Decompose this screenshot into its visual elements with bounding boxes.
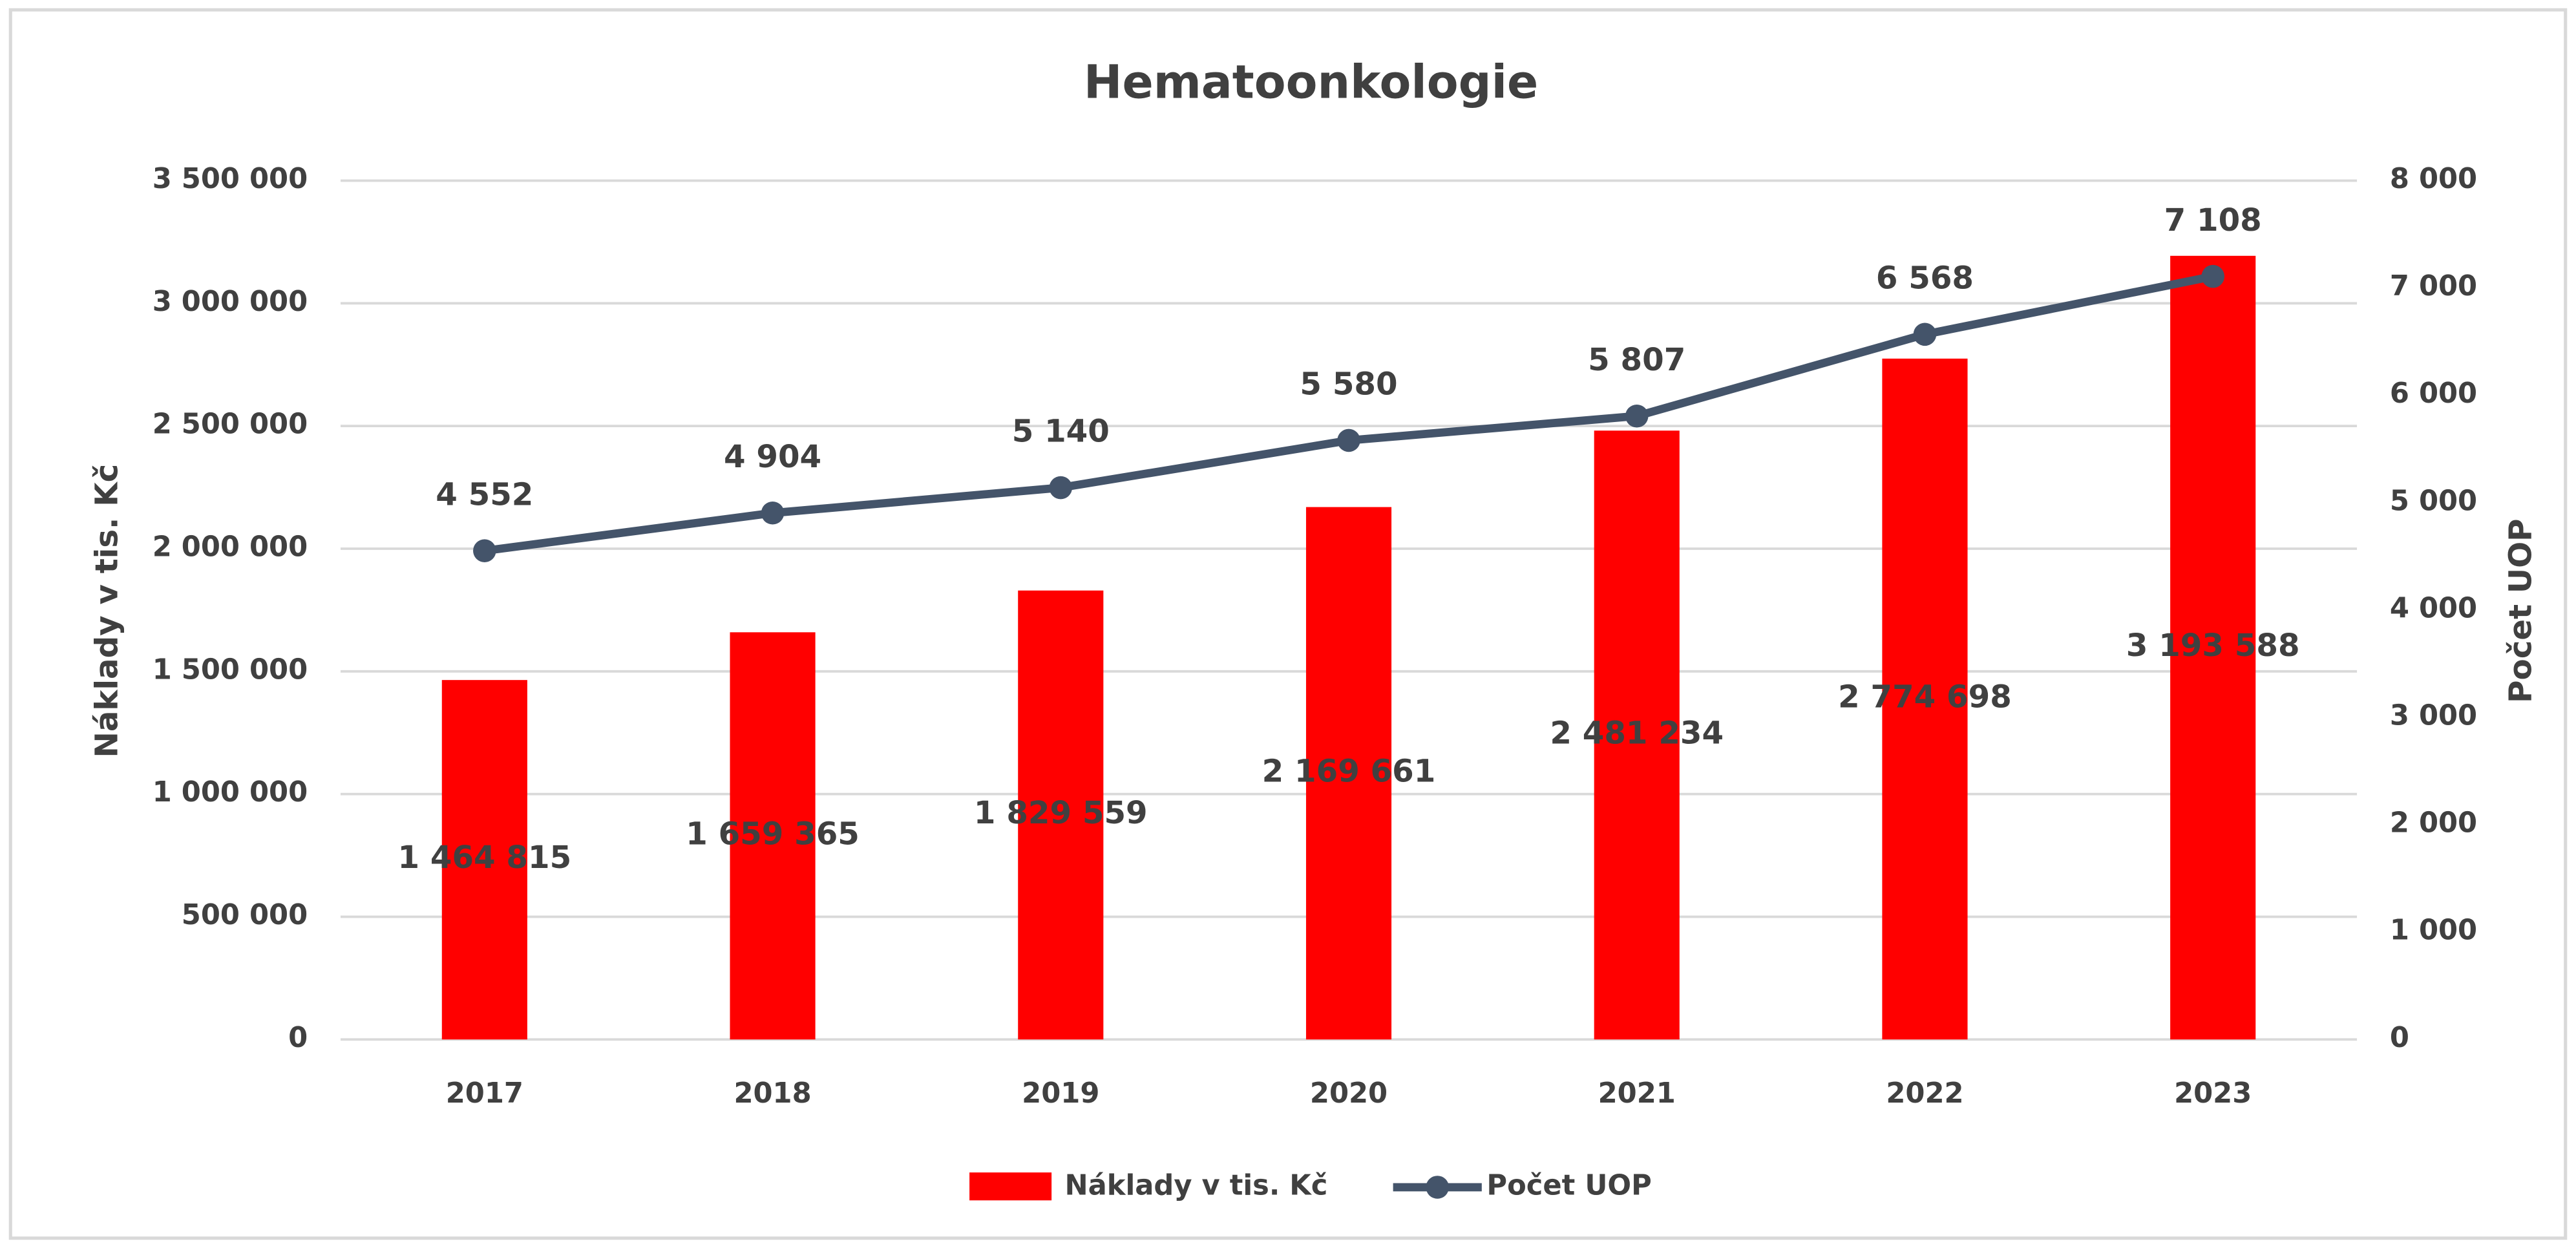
bar <box>1594 430 1680 1040</box>
y2-tick-label: 7 000 <box>2390 270 2477 302</box>
y2-axis-title: Počet UOP <box>2503 518 2539 703</box>
y-tick-label: 3 500 000 <box>153 163 308 195</box>
chart-border <box>8 8 2568 1240</box>
y2-tick-label: 2 000 <box>2390 807 2477 840</box>
plot <box>441 255 2256 1040</box>
y2-tick-label: 6 000 <box>2390 377 2477 410</box>
bar-value-label: 2 169 661 <box>1262 753 1436 789</box>
x-tick-label: 2020 <box>1310 1077 1388 1110</box>
line-marker <box>1625 404 1649 428</box>
x-tick-label: 2022 <box>1886 1077 1963 1110</box>
y-tick-label: 2 500 000 <box>153 408 308 441</box>
y2-tick-label: 1 000 <box>2390 915 2477 947</box>
line-value-label: 5 140 <box>1012 414 1110 450</box>
y-tick-label: 0 <box>288 1022 308 1054</box>
line-value-label: 4 904 <box>724 439 821 475</box>
y2-tick-label: 5 000 <box>2390 485 2477 517</box>
y2-tick-label: 0 <box>2390 1022 2409 1054</box>
legend-label: Náklady v tis. Kč <box>1064 1169 1327 1201</box>
y-tick-label: 1 500 000 <box>153 653 308 686</box>
x-tick-label: 2018 <box>734 1077 811 1110</box>
x-tick-label: 2019 <box>1022 1077 1099 1110</box>
line-value-label: 5 807 <box>1588 342 1685 378</box>
bar-value-label: 2 481 234 <box>1550 715 1724 751</box>
bar <box>1882 358 1968 1040</box>
line-value-label: 7 108 <box>2164 202 2262 238</box>
bar <box>1018 590 1104 1040</box>
y-tick-label: 2 000 000 <box>153 531 308 563</box>
x-tick-label: 2021 <box>1598 1077 1676 1110</box>
line-marker <box>1337 428 1360 452</box>
line-marker <box>761 501 785 525</box>
y2-tick-label: 3 000 <box>2390 700 2477 732</box>
y-tick-label: 500 000 <box>182 899 308 931</box>
line-value-label: 5 580 <box>1300 366 1397 403</box>
line-value-label: 6 568 <box>1876 260 1974 297</box>
y-tick-label: 1 000 000 <box>153 776 308 809</box>
bar <box>2170 255 2256 1040</box>
bar <box>1305 507 1392 1040</box>
legend-swatch <box>969 1172 1052 1201</box>
line-marker <box>1049 476 1073 500</box>
line-value-label: 4 552 <box>436 476 533 513</box>
line-marker <box>473 539 496 562</box>
legend-marker <box>1426 1176 1449 1199</box>
legend-label: Počet UOP <box>1486 1169 1651 1201</box>
chart-title: Hematoonkologie <box>1084 56 1538 109</box>
bar-value-label: 1 659 365 <box>686 816 860 852</box>
y2-tick-label: 4 000 <box>2390 592 2477 624</box>
y-axis-title: Náklady v tis. Kč <box>89 464 125 758</box>
y2-tick-label: 8 000 <box>2390 163 2477 195</box>
x-tick-label: 2017 <box>446 1077 523 1110</box>
bar-value-label: 1 464 815 <box>397 840 571 876</box>
bar-value-label: 2 774 698 <box>1838 679 2012 715</box>
line-marker <box>1913 323 1937 346</box>
x-tick-label: 2023 <box>2174 1077 2252 1110</box>
y-tick-label: 3 000 000 <box>153 286 308 318</box>
bar <box>441 680 527 1040</box>
bar <box>730 632 816 1040</box>
bar-value-label: 1 829 559 <box>974 795 1148 831</box>
line-marker <box>2201 264 2224 288</box>
bar-value-label: 3 193 588 <box>2126 628 2300 664</box>
